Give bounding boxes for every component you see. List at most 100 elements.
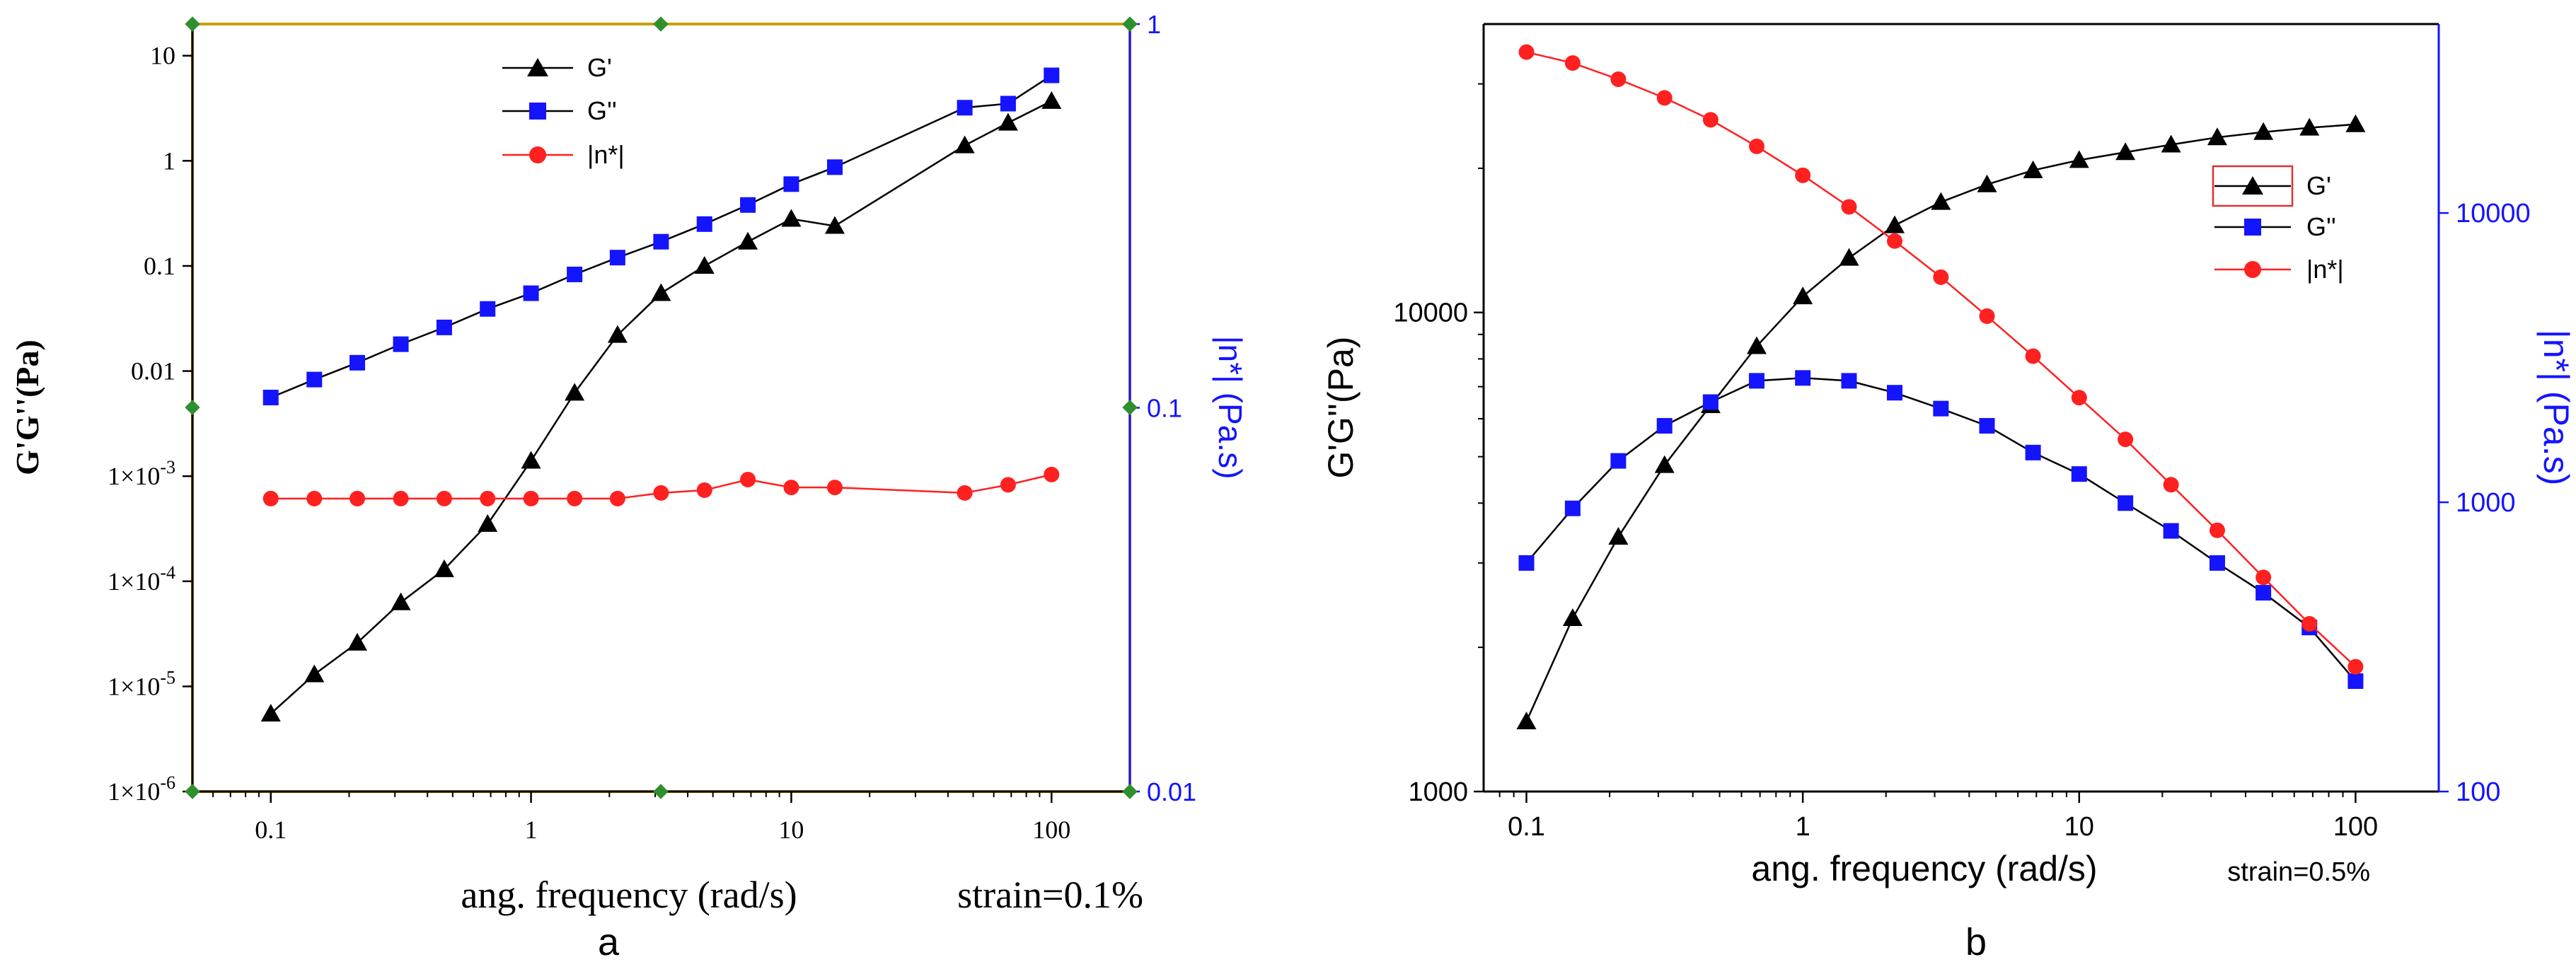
data-point-circle — [609, 490, 625, 506]
data-point-square — [1979, 417, 1995, 434]
data-point-square — [2209, 555, 2225, 571]
corner-marker — [653, 784, 669, 799]
data-point-triangle — [391, 592, 411, 610]
data-point-square — [1748, 373, 1764, 389]
right-y-tick-label: 0.1 — [1147, 394, 1182, 423]
legend-marker-gprime — [2242, 176, 2263, 195]
data-point-triangle — [347, 632, 368, 651]
data-point-triangle — [2345, 114, 2366, 132]
data-point-circle — [393, 490, 409, 506]
corner-marker — [185, 16, 200, 32]
legend-label-eta: |n*| — [587, 140, 625, 169]
data-point-circle — [2163, 477, 2179, 493]
data-point-square — [262, 389, 279, 405]
data-point-square — [740, 197, 756, 213]
panel-a-strain-annotation: strain=0.1% — [957, 874, 1143, 916]
data-point-circle — [1656, 90, 1673, 106]
data-point-circle — [306, 490, 323, 506]
data-point-circle — [436, 490, 452, 506]
data-point-square — [696, 216, 712, 232]
panel-a-right-y-ticks: 1 0.1 0.01 — [1130, 10, 1196, 806]
data-point-triangle — [478, 514, 498, 532]
data-point-square — [2025, 444, 2041, 460]
data-point-triangle — [2023, 160, 2043, 178]
data-point-triangle — [1041, 91, 1062, 109]
legend-label-eta: |n*| — [2306, 255, 2344, 284]
data-point-triangle — [1977, 174, 1997, 192]
corner-marker — [653, 16, 669, 32]
y-tick-label: 0.01 — [131, 357, 175, 386]
series-line-triangle — [270, 100, 1052, 714]
data-point-circle — [2071, 390, 2087, 406]
data-point-square — [350, 354, 366, 371]
data-point-circle — [567, 490, 583, 506]
data-point-square — [393, 336, 409, 352]
x-tick-label: 10 — [778, 816, 804, 844]
y-tick-label: 10 — [150, 42, 175, 70]
panel-b-caption: b — [1965, 921, 1987, 962]
data-point-triangle — [565, 383, 585, 401]
data-point-square — [306, 371, 323, 388]
data-point-square — [1518, 555, 1535, 571]
data-point-circle — [740, 471, 756, 487]
data-point-square — [2256, 584, 2272, 601]
data-point-triangle — [2207, 127, 2227, 146]
corner-marker — [185, 400, 200, 415]
data-point-square — [957, 100, 973, 116]
data-point-triangle — [1516, 712, 1537, 730]
data-point-square — [2163, 523, 2179, 539]
data-point-triangle — [2299, 117, 2320, 136]
legend-label-gprime: G' — [2306, 171, 2331, 200]
y-tick-label: 1000 — [1408, 777, 1468, 807]
data-point-triangle — [824, 216, 845, 234]
x-tick-label: 100 — [1032, 816, 1070, 844]
right-y-tick-label: 1 — [1147, 10, 1161, 39]
legend-marker-eta — [2244, 261, 2261, 278]
y-tick-label: 10000 — [1393, 299, 1468, 328]
data-point-square — [2071, 466, 2087, 482]
data-point-square — [1044, 67, 1060, 83]
panel-a-legend: G' G'' |n*| — [502, 53, 625, 169]
y-tick-label: 1×10-6 — [108, 772, 175, 806]
panel-a-x-axis-title: ang. frequency (rad/s) — [461, 874, 797, 916]
data-point-square — [1656, 417, 1673, 434]
data-point-triangle — [434, 559, 454, 577]
panel-b-y-axis-title: G'G''(Pa) — [1321, 337, 1361, 479]
data-point-square — [1564, 500, 1581, 516]
data-point-square — [1841, 373, 1857, 389]
data-point-triangle — [521, 451, 541, 469]
data-point-circle — [957, 485, 973, 501]
panel-b-strain-annotation: strain=0.5% — [2227, 857, 2370, 887]
data-point-square — [480, 301, 496, 317]
x-tick-label: 10 — [2064, 812, 2094, 842]
panel-b-series — [1516, 44, 2366, 730]
series-line-square — [1525, 377, 2357, 682]
data-point-circle — [480, 490, 496, 506]
right-y-tick-label: 10000 — [2456, 199, 2531, 228]
data-point-triangle — [1931, 192, 1951, 210]
data-point-circle — [1610, 71, 1627, 88]
legend-label-gdouble: G'' — [587, 96, 617, 125]
data-point-circle — [2301, 615, 2318, 632]
data-point-triangle — [1839, 248, 1859, 266]
right-y-tick-label: 100 — [2456, 777, 2500, 807]
data-point-circle — [653, 485, 669, 501]
data-point-circle — [350, 490, 366, 506]
data-point-square — [653, 233, 669, 250]
data-point-circle — [1000, 477, 1016, 493]
data-point-circle — [2256, 569, 2272, 586]
panel-a-series — [260, 67, 1062, 722]
data-point-triangle — [2069, 150, 2089, 168]
data-point-circle — [262, 490, 279, 506]
data-point-square — [436, 319, 452, 335]
data-point-triangle — [1885, 215, 1905, 233]
legend-box-gprime — [2212, 165, 2294, 207]
data-point-circle — [1518, 44, 1535, 60]
y-tick-label: 1×10-3 — [108, 457, 175, 490]
panel-a: 0.1 1 10 100 10 1 0.1 0.01 1×10-3 1×10-4 1×10-5 1×… — [9, 10, 1249, 962]
legend-marker-gdouble — [2244, 219, 2261, 236]
legend-label-gprime: G' — [587, 53, 612, 82]
corner-marker — [185, 784, 200, 799]
panel-b: 0.1 1 10 100 10000 1000 10000 1000 100 G' G'' … — [1321, 23, 2576, 962]
